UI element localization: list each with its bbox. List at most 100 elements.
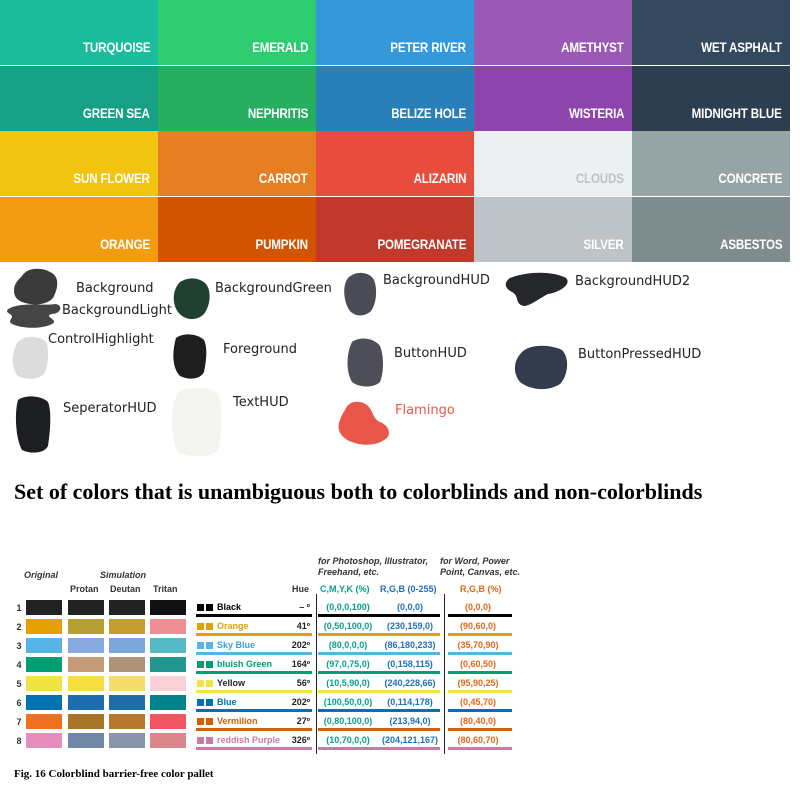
button-hud-label: ButtonHUD xyxy=(394,346,467,361)
deutan-swatch xyxy=(109,619,145,634)
color-tile-label: GREEN SEA xyxy=(83,105,150,121)
deutan-swatch xyxy=(109,638,145,653)
mini-swatch xyxy=(197,604,204,611)
deutan-swatch xyxy=(109,657,145,672)
color-tile-nephritis: NEPHRITIS xyxy=(158,65,316,131)
original-swatch xyxy=(26,695,62,710)
color-tile-emerald: EMERALD xyxy=(158,0,316,65)
button-pressed-hud-label: ButtonPressedHUD xyxy=(578,347,702,362)
hue-value: – º xyxy=(299,602,310,612)
seperator-hud-label: SeperatorHUD xyxy=(63,401,157,416)
original-swatch xyxy=(26,733,62,748)
mini-swatch xyxy=(197,699,204,706)
original-swatch xyxy=(26,600,62,615)
mini-swatch xyxy=(206,737,213,744)
header-photoshop: for Photoshop, Illustrator, Freehand, et… xyxy=(318,556,428,577)
protan-swatch xyxy=(68,600,104,615)
row-underline xyxy=(318,614,440,617)
mini-swatch xyxy=(206,718,213,725)
mini-swatch xyxy=(206,699,213,706)
color-tile-label: PETER RIVER xyxy=(390,40,466,55)
header-rgb-255: R,G,B (0-255) xyxy=(380,584,437,594)
color-tile-label: SILVER xyxy=(583,236,624,252)
mini-swatch xyxy=(206,623,213,630)
tritan-swatch xyxy=(150,638,186,653)
color-tile-clouds: CLOUDS xyxy=(474,131,632,196)
color-tile-amethyst: AMETHYST xyxy=(474,0,632,65)
text-hud-swatch xyxy=(172,387,222,457)
color-tile-sun-flower: SUN FLOWER xyxy=(0,131,158,196)
color-tile-label: PUMPKIN xyxy=(255,236,309,252)
row-underline xyxy=(196,633,312,636)
color-tile-label: POMEGRANATE xyxy=(377,236,466,252)
color-name: Blue xyxy=(217,697,237,707)
deutan-swatch xyxy=(109,676,145,691)
color-tile-belize-hole: BELIZE HOLE xyxy=(316,65,474,131)
color-name: bluish Green xyxy=(217,659,273,669)
rgb-255-value: (86,180,233) xyxy=(384,640,436,650)
rgb-percent-value: (95,90,25) xyxy=(457,678,499,688)
background-hud2-swatch xyxy=(505,272,568,306)
original-swatch xyxy=(26,638,62,653)
header-deutan: Deutan xyxy=(110,584,141,594)
row-number: 5 xyxy=(16,679,22,689)
mini-swatch xyxy=(206,604,213,611)
row-number: 8 xyxy=(16,736,22,746)
mini-swatch xyxy=(197,718,204,725)
background-hud-label: BackgroundHUD xyxy=(383,273,490,288)
color-tile-label: SUN FLOWER xyxy=(73,171,150,186)
row-underline xyxy=(448,747,512,750)
rgb-255-value: (0,158,115) xyxy=(387,659,433,669)
color-tile-peter-river: PETER RIVER xyxy=(316,0,474,65)
text-hud-label: TextHUD xyxy=(233,395,289,410)
flat-ui-color-grid: TURQUOISE EMERALD PETER RIVER AMETHYST WET A… xyxy=(0,0,790,262)
cmyk-value: (97,0,75,0) xyxy=(326,659,370,669)
rgb-255-value: (230,159,0) xyxy=(386,621,434,631)
color-tile-turquoise: TURQUOISE xyxy=(0,0,158,65)
header-cmyk: C,M,Y,K (%) xyxy=(320,584,370,594)
colorblind-heading: Set of colors that is unambiguous both t… xyxy=(14,479,703,504)
color-tile-label: WISTERIA xyxy=(568,105,625,121)
color-tile-orange: ORANGE xyxy=(0,196,158,262)
row-underline xyxy=(318,633,440,636)
button-hud-swatch xyxy=(347,338,383,387)
color-tile-midnight-blue: MIDNIGHT BLUE xyxy=(632,65,790,131)
header-rgb-percent: R,G,B (%) xyxy=(460,584,502,594)
deutan-swatch xyxy=(109,600,145,615)
background-hud-swatch xyxy=(344,272,377,316)
color-name: Black xyxy=(217,602,242,612)
mini-swatch xyxy=(206,661,213,668)
rgb-percent-value: (35,70,90) xyxy=(457,640,499,650)
header-hue: Hue xyxy=(292,584,310,594)
color-tile-label: AMETHYST xyxy=(561,40,625,55)
color-name: Sky Blue xyxy=(217,640,256,650)
row-underline xyxy=(196,728,312,731)
cmyk-value: (0,80,100,0) xyxy=(323,716,373,726)
deutan-swatch xyxy=(109,714,145,729)
color-tile-label: ORANGE xyxy=(100,236,150,252)
color-tile-pomegranate: POMEGRANATE xyxy=(316,196,474,262)
color-tile-pumpkin: PUMPKIN xyxy=(158,196,316,262)
tritan-swatch xyxy=(150,714,186,729)
header-original: Original xyxy=(24,570,59,580)
cmyk-value: (10,5,90,0) xyxy=(326,678,370,688)
background-light-label: BackgroundLight xyxy=(62,303,172,318)
row-number: 2 xyxy=(16,622,22,632)
color-tile-wet-asphalt: WET ASPHALT xyxy=(632,0,790,65)
rgb-255-value: (0,0,0) xyxy=(396,602,423,612)
original-swatch xyxy=(26,676,62,691)
colorblind-palette-table: Original Simulation Protan Deutan Tritan… xyxy=(0,550,800,760)
rgb-255-value: (0,114,178) xyxy=(387,697,433,707)
tritan-swatch xyxy=(150,657,186,672)
header-protan: Protan xyxy=(70,584,99,594)
protan-swatch xyxy=(68,733,104,748)
rgb-percent-value: (80,60,70) xyxy=(457,735,499,745)
column-separator xyxy=(444,594,445,754)
color-tile-carrot: CARROT xyxy=(158,131,316,196)
rgb-percent-value: (0,60,50) xyxy=(459,659,497,669)
row-number: 3 xyxy=(16,641,22,651)
button-pressed-hud-swatch xyxy=(514,345,568,390)
mini-swatch xyxy=(197,737,204,744)
mini-swatch xyxy=(206,642,213,649)
header-tritan: Tritan xyxy=(153,584,178,594)
